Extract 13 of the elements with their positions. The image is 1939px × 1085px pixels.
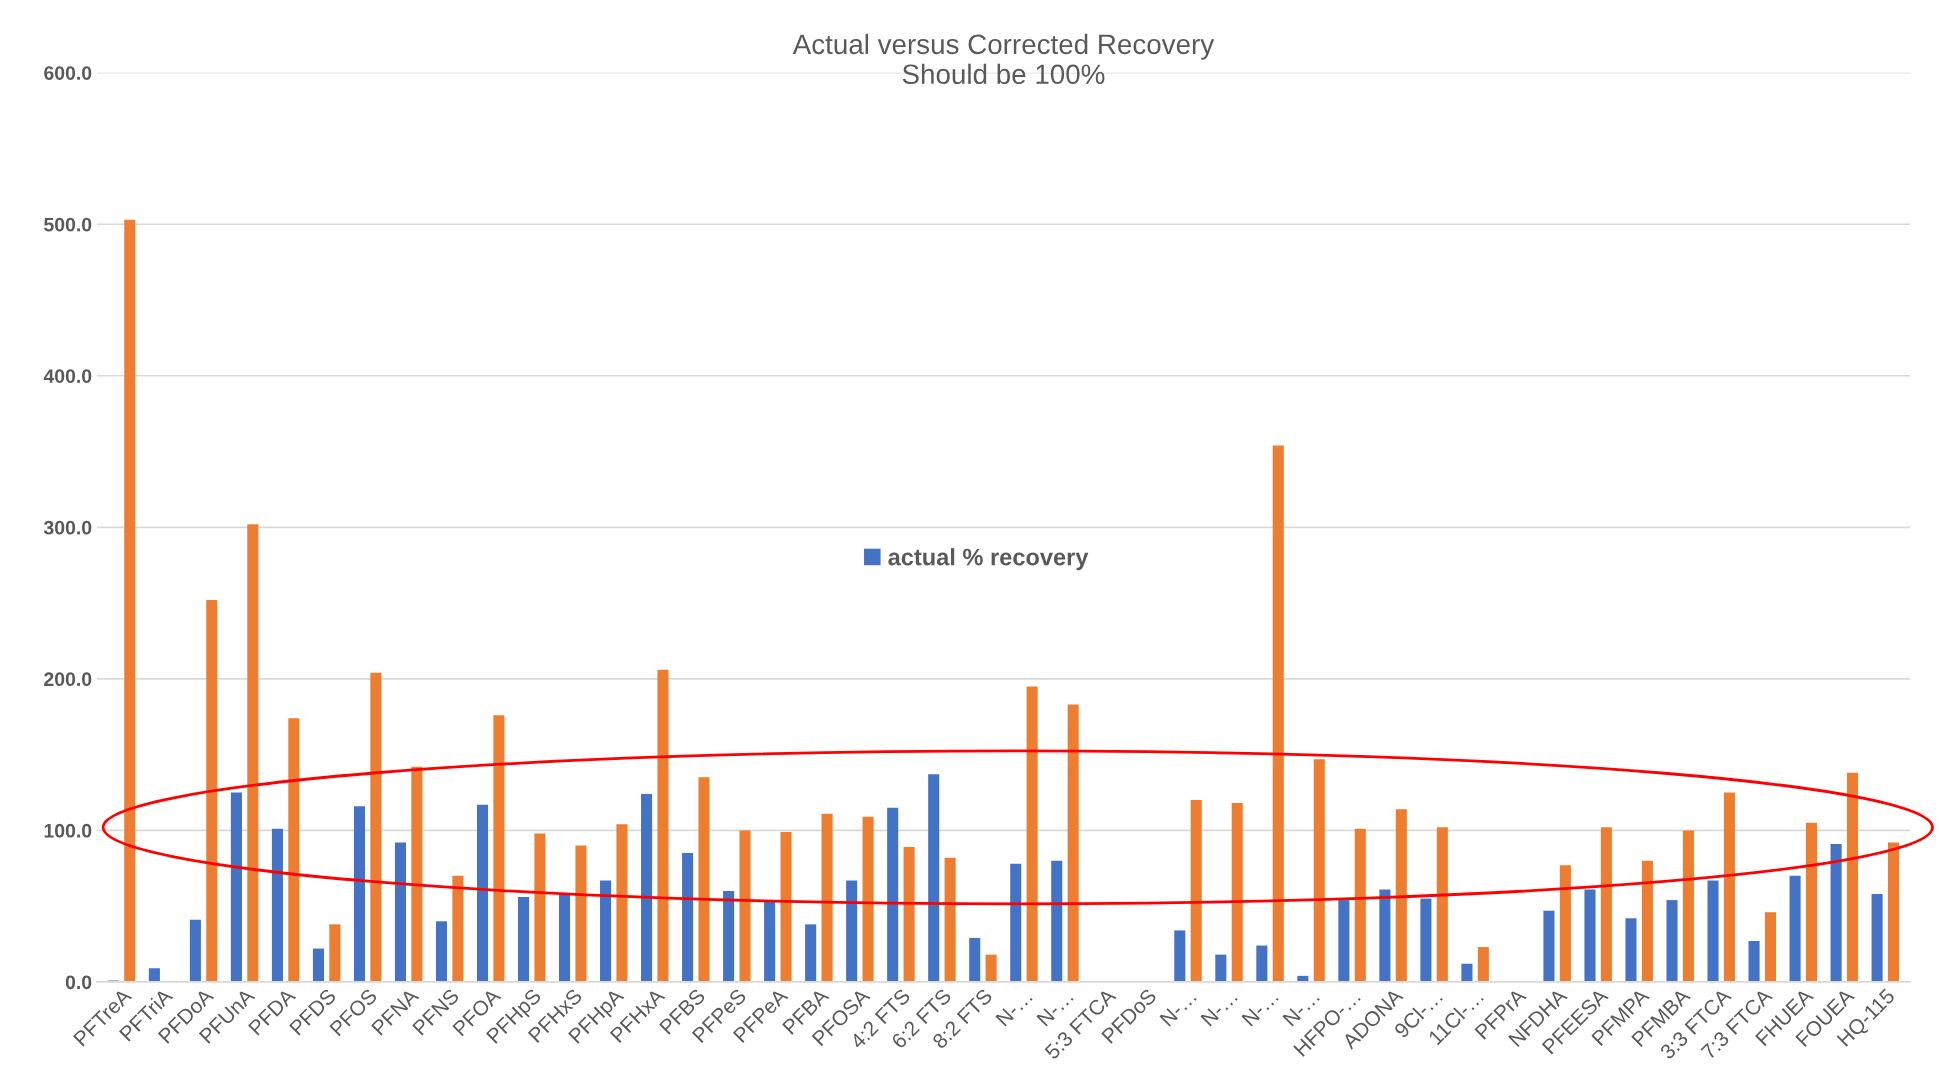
y-tick-label: 300.0 xyxy=(43,520,92,535)
chart-title: Actual versus Corrected Recovery Should be 100% xyxy=(792,33,1215,85)
y-tick-label: 400.0 xyxy=(43,369,92,384)
legend-label: actual % recovery xyxy=(888,548,1089,571)
y-tick-label: 0.0 xyxy=(65,975,92,990)
y-tick-label: 200.0 xyxy=(44,672,92,687)
y-tick-label: 500.0 xyxy=(44,217,92,232)
x-tick-label: N-… xyxy=(1200,989,1238,1027)
x-tick-label: N-… xyxy=(995,989,1033,1027)
y-tick-label: 600.0 xyxy=(44,66,92,80)
x-tick-label: N-… xyxy=(1241,989,1279,1027)
x-tick-label: N-… xyxy=(1159,989,1197,1027)
y-tick-label: 100.0 xyxy=(44,823,92,838)
